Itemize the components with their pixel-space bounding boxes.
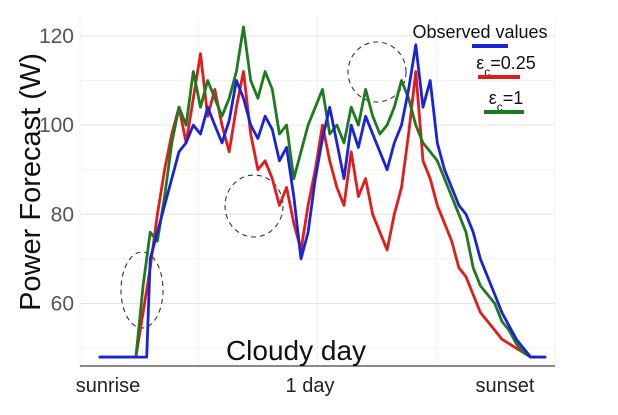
legend-label: Observed values <box>412 22 547 42</box>
x-tick-labels: sunrise 1 day sunset <box>76 375 535 397</box>
series-layer <box>98 25 547 359</box>
x-tick-label: sunrise <box>76 375 140 397</box>
x-tick-label: sunset <box>476 375 535 397</box>
y-axis-label: Power Forecast (W) <box>15 53 47 311</box>
series-line-2 <box>98 25 547 359</box>
y-tick-label: 100 <box>39 114 74 137</box>
series-line-0 <box>98 43 547 359</box>
chart-annotation: Cloudy day <box>226 335 366 366</box>
y-tick-label: 80 <box>51 203 74 226</box>
y-tick-labels: 60 80 100 120 <box>39 25 74 316</box>
x-tick-label: 1 day <box>286 375 335 397</box>
callout-peak <box>347 41 407 103</box>
series-line-1 <box>98 52 547 359</box>
callout-midday-dip <box>224 174 284 238</box>
y-tick-label: 60 <box>51 293 74 316</box>
y-tick-label: 120 <box>39 25 74 48</box>
